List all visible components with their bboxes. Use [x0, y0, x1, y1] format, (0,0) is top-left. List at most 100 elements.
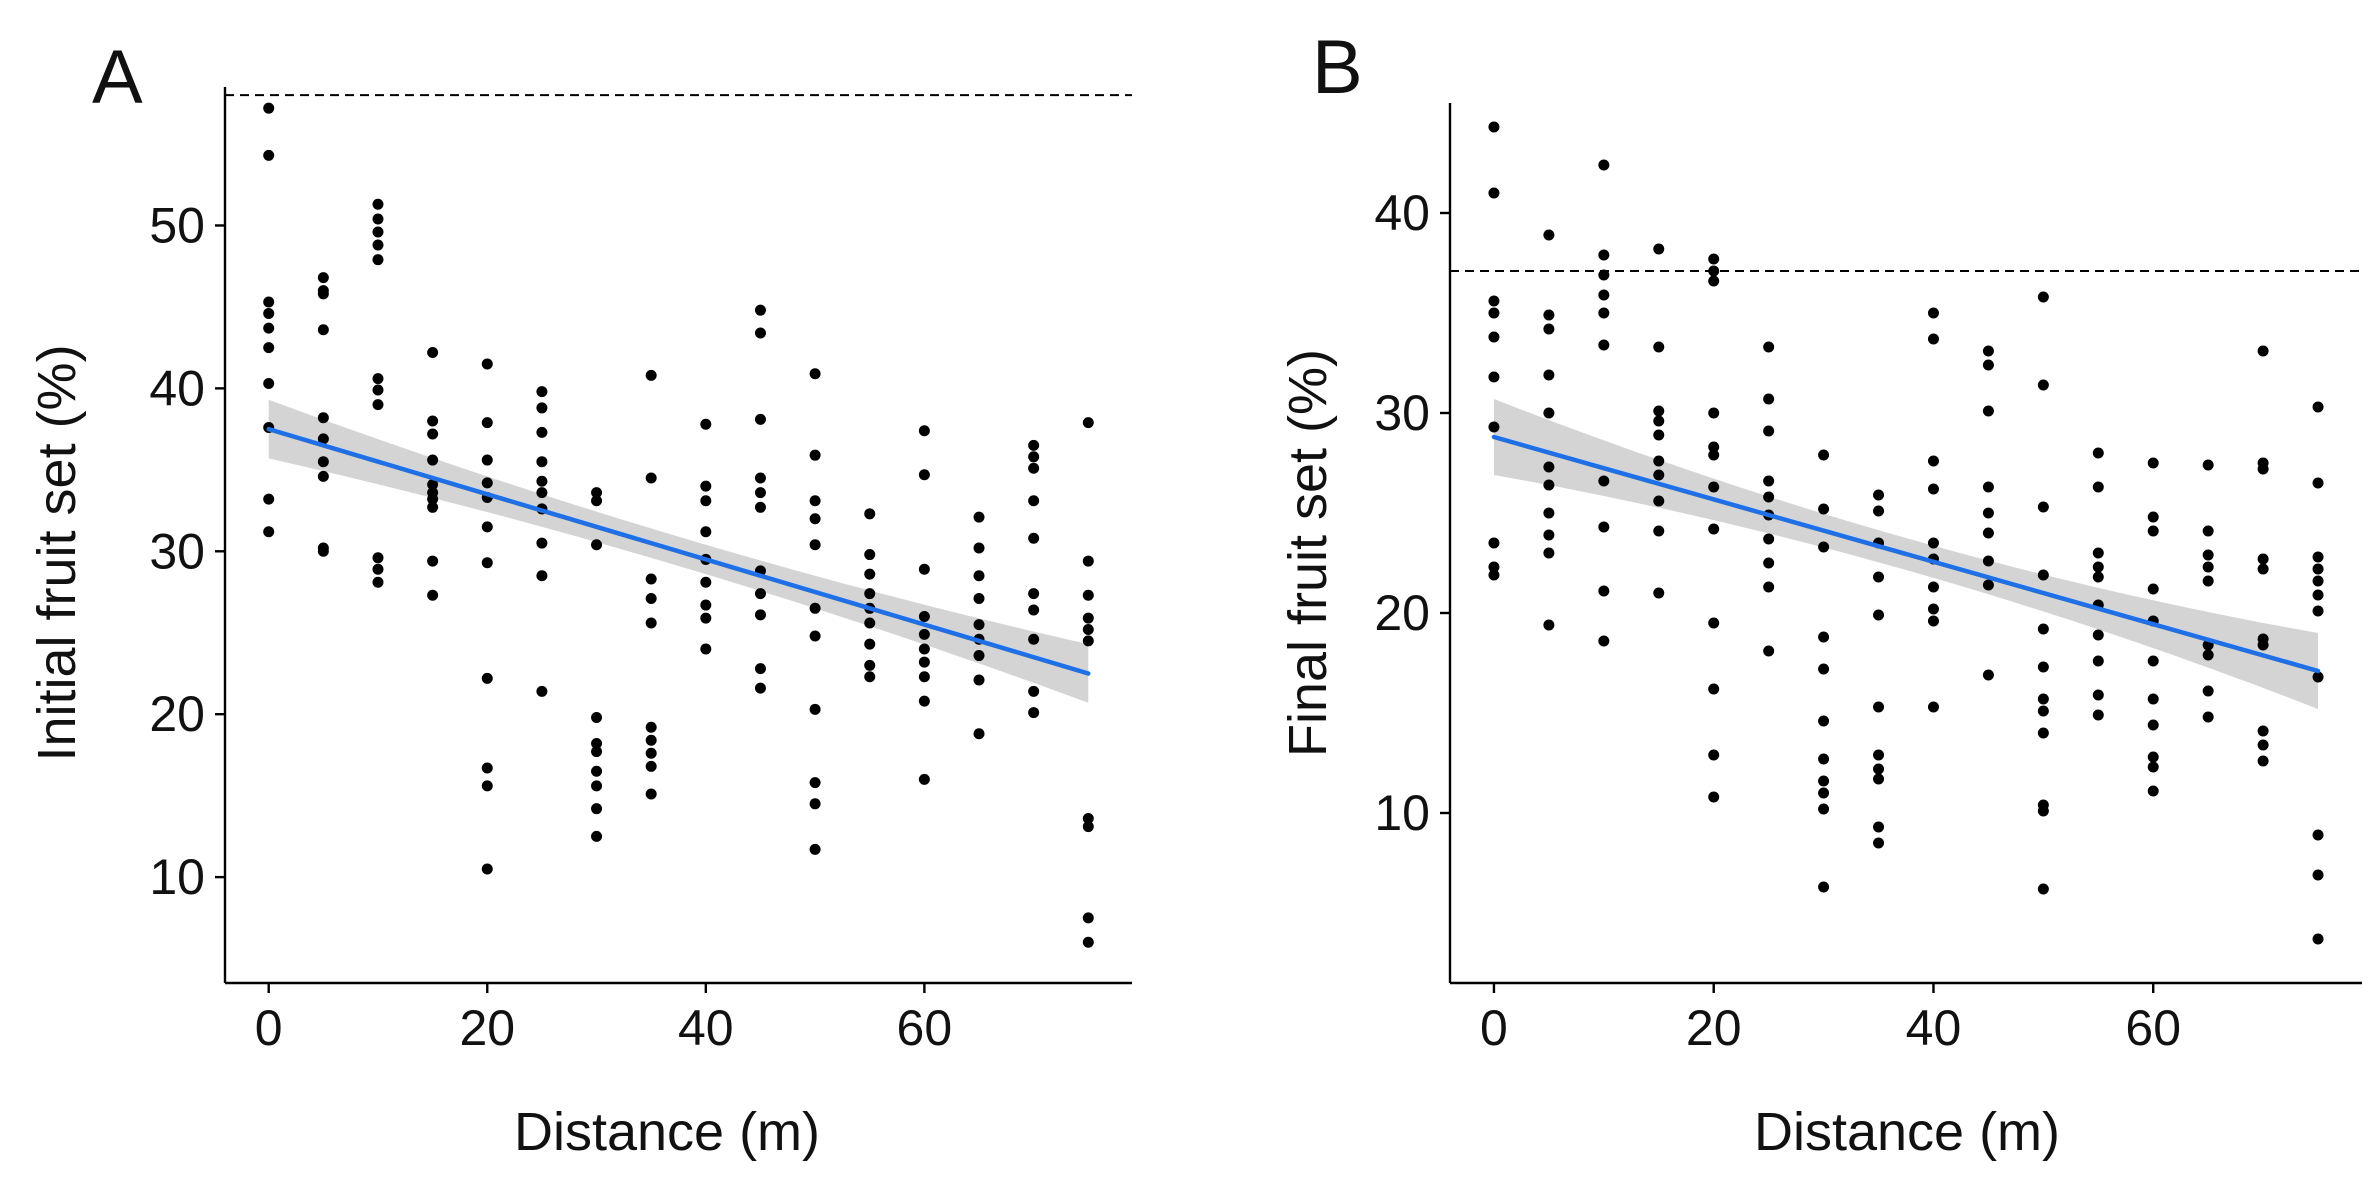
- panel-b-data-point: [1708, 749, 1720, 761]
- panel-a-data-point: [481, 358, 493, 370]
- panel-a-data-point: [809, 703, 821, 715]
- panel-a-x-tick-label: 0: [255, 1000, 283, 1056]
- panel-b-data-point: [1653, 587, 1665, 599]
- panel-a-data-point: [427, 555, 439, 567]
- panel-a-data-point: [973, 511, 985, 523]
- panel-b-x-tick-label: 60: [2125, 1000, 2181, 1056]
- panel-b-data-point: [1763, 533, 1775, 545]
- panel-b-data-point: [1708, 441, 1720, 453]
- panel-b-data-point: [1488, 569, 1500, 581]
- panel-b-data-point: [1708, 253, 1720, 265]
- panel-b-data-point: [1598, 475, 1610, 487]
- panel-a-data-point: [481, 863, 493, 875]
- panel-b-data-point: [2147, 457, 2159, 469]
- panel-b-data-point: [1543, 407, 1555, 419]
- panel-a-data-point: [918, 643, 930, 655]
- panel-b-y-tick-label: 20: [1374, 585, 1430, 641]
- panel-a-data-point: [973, 542, 985, 554]
- panel-b-data-point: [1927, 307, 1939, 319]
- panel-a-data-point: [481, 557, 493, 569]
- panel-a-data-point: [864, 588, 876, 600]
- panel-b-data-point: [1598, 269, 1610, 281]
- panel-a-data-point: [372, 198, 384, 210]
- panel-b-data-point: [1488, 331, 1500, 343]
- panel-a-data-point: [645, 369, 657, 381]
- panel-b-data-point: [1488, 421, 1500, 433]
- panel-a-data-point: [427, 347, 439, 359]
- panel-a-data-point: [536, 386, 548, 398]
- panel-a-data-point: [918, 628, 930, 640]
- panel-b-data-point: [2202, 711, 2214, 723]
- panel-a-data-point: [700, 495, 712, 507]
- panel-b-data-point: [2037, 569, 2049, 581]
- panel-b-data-point: [1927, 581, 1939, 593]
- panel-a-data-point: [700, 576, 712, 588]
- panel-a-data-point: [1028, 439, 1040, 451]
- panel-b-data-point: [2312, 829, 2324, 841]
- panel-a-data-point: [1028, 707, 1040, 719]
- panel-a-data-point: [864, 638, 876, 650]
- panel-b-data-point: [2037, 379, 2049, 391]
- panel-b: B Distance (m) Final fruit set (%) 0 20 40…: [1278, 25, 2362, 1162]
- panel-a-data-point: [263, 296, 275, 308]
- panel-b-data-point: [1818, 631, 1830, 643]
- panel-a-data-point: [645, 617, 657, 629]
- panel-b-data-point: [1708, 683, 1720, 695]
- panel-a-data-point: [427, 493, 439, 505]
- panel-b-label: B: [1312, 25, 1363, 110]
- panel-a-data-point: [536, 426, 548, 438]
- panel-b-data-point: [2092, 547, 2104, 559]
- panel-b-x-axis-title: Distance (m): [1754, 1102, 2060, 1162]
- panel-a-data-point: [1028, 633, 1040, 645]
- panel-a-data-point: [864, 659, 876, 671]
- panel-a-data-point: [918, 695, 930, 707]
- panel-a-data-point: [645, 760, 657, 772]
- panel-b-data-point: [1598, 249, 1610, 261]
- panel-b-data-point: [2257, 639, 2269, 651]
- panel-b-data-point: [1763, 475, 1775, 487]
- panel-b-data-point: [2257, 553, 2269, 565]
- panel-b-data-point: [2037, 693, 2049, 705]
- panel-b-y-tick-label: 30: [1374, 385, 1430, 441]
- panel-a-data-point: [809, 630, 821, 642]
- panel-b-data-point: [2202, 649, 2214, 661]
- panel-b-data-point: [1873, 749, 1885, 761]
- panel-b-data-point: [1873, 505, 1885, 517]
- panel-b-x-tick-label: 20: [1686, 1000, 1742, 1056]
- panel-b-data-point: [1763, 341, 1775, 353]
- panel-a-data-point: [1028, 604, 1040, 616]
- panel-a-data-point: [263, 322, 275, 334]
- panel-b-data-point: [1653, 495, 1665, 507]
- panel-b-data-point: [1598, 307, 1610, 319]
- panel-b-data-point: [1982, 507, 1994, 519]
- panel-b-data-point: [2147, 693, 2159, 705]
- panel-a-data-point: [317, 433, 329, 445]
- panel-b-data-point: [1488, 295, 1500, 307]
- panel-b-data-point: [2257, 345, 2269, 357]
- panel-b-data-point: [2202, 685, 2214, 697]
- panel-a-data-point: [372, 373, 384, 385]
- panel-b-data-point: [1543, 619, 1555, 631]
- panel-a-data-point: [754, 663, 766, 675]
- panel-a-data-point: [973, 674, 985, 686]
- panel-b-data-point: [1873, 773, 1885, 785]
- panel-b-data-point: [2092, 689, 2104, 701]
- panel-a-data-point: [372, 576, 384, 588]
- panel-b-y-axis-title: Final fruit set (%): [1278, 349, 1338, 757]
- panel-a-data-point: [809, 513, 821, 525]
- panel-a-y-tick-label: 40: [149, 360, 205, 416]
- panel-a-data-point: [317, 324, 329, 336]
- panel-a-data-point: [645, 747, 657, 759]
- panel-a-data-point: [918, 563, 930, 575]
- panel-b-data-point: [1653, 415, 1665, 427]
- panel-a-data-point: [645, 573, 657, 585]
- panel-b-data-point: [2312, 869, 2324, 881]
- panel-a-data-point: [372, 399, 384, 411]
- panel-b-data-point: [2257, 463, 2269, 475]
- panel-a-data-point: [809, 495, 821, 507]
- panel-b-data-point: [1927, 615, 1939, 627]
- panel-b-data-point: [1543, 507, 1555, 519]
- panel-a-y-tick-label: 10: [149, 849, 205, 905]
- panel-a-data-point: [317, 456, 329, 468]
- panel-a-data-point: [263, 149, 275, 161]
